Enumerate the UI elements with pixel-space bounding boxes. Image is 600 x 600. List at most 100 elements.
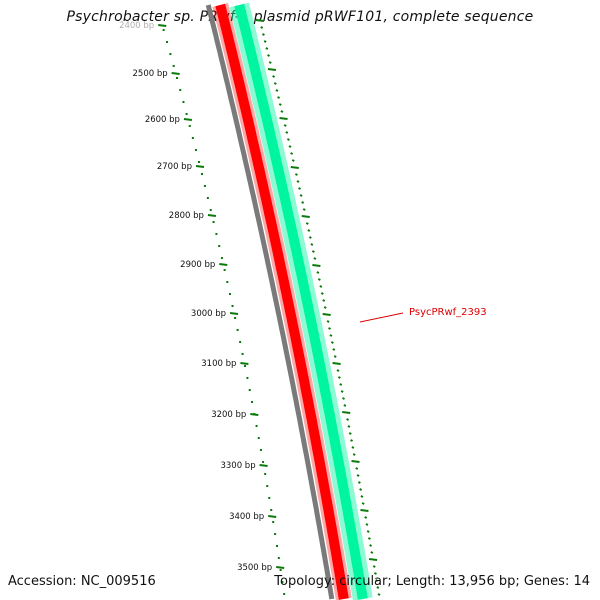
outer-track-dash	[273, 82, 277, 85]
outer-track-dash	[348, 432, 352, 435]
outer-track-dash	[323, 306, 327, 309]
outer-track-dash	[339, 383, 343, 386]
outer-track-dash	[326, 320, 330, 323]
outer-track-dash	[352, 453, 356, 456]
ruler-tick-label: 2500 bp	[133, 69, 168, 79]
ruler-tick-label: 3300 bp	[220, 461, 255, 471]
ruler-dot	[185, 113, 188, 115]
outer-track-dash	[370, 551, 374, 554]
outer-track-dash	[290, 166, 299, 169]
outer-track-dash	[296, 180, 300, 183]
ruler-dot	[248, 389, 251, 391]
ruler-tick-label: 3100 bp	[201, 359, 236, 369]
outer-track-dash	[275, 89, 279, 92]
outer-track-dash	[372, 565, 376, 568]
ruler-major-tick	[259, 464, 268, 467]
ruler-dot	[194, 149, 197, 151]
ruler-major-tick	[158, 24, 167, 27]
ruler-dot	[226, 281, 229, 283]
outer-track-dash	[332, 362, 341, 365]
outer-track-dash	[316, 271, 320, 274]
ruler-tick-label: 3000 bp	[191, 309, 226, 319]
ruler-major-tick	[171, 72, 180, 75]
ruler-dot	[197, 161, 200, 163]
ruler-dot	[228, 293, 231, 295]
outer-track-dash	[288, 145, 292, 148]
outer-track-dash	[263, 40, 267, 43]
ruler-major-tick	[195, 165, 205, 168]
outer-track-dash	[279, 117, 288, 120]
ruler-dot	[262, 461, 265, 463]
outer-track-dash	[260, 26, 264, 29]
outer-track-dash	[310, 243, 314, 246]
ruler-dot	[281, 581, 284, 583]
ruler-dot	[220, 257, 223, 259]
ruler-dot	[257, 437, 260, 439]
outer-track-dash	[367, 537, 371, 540]
outer-track-dash	[355, 467, 359, 470]
outer-track-dash	[369, 544, 373, 547]
outer-track-dash	[317, 278, 321, 281]
ruler-dot	[212, 221, 215, 223]
outer-track-dash	[342, 411, 351, 414]
outer-track-dash	[302, 208, 306, 211]
outer-track-dash	[285, 131, 289, 134]
outer-track-dash	[368, 558, 378, 561]
outer-track-dash	[329, 334, 333, 337]
outer-track-dash	[322, 313, 331, 316]
outer-track-dash	[313, 257, 317, 260]
ruler-major-tick	[207, 214, 217, 217]
ruler-labels: 2400 bp 2500 bp 2600 bp 2700 bp 2800 bp 2900 …	[119, 21, 272, 573]
outer-track-dash	[361, 502, 365, 505]
ruler-major-tick	[229, 312, 239, 315]
outer-track-dash	[375, 579, 379, 582]
outer-track-dash	[255, 19, 265, 22]
backbone-track	[205, 4, 335, 600]
gene-label-leader	[359, 312, 404, 323]
ruler-tick-label: 3500 bp	[237, 563, 272, 573]
ruler-tick-label: 2700 bp	[157, 162, 192, 172]
outer-track-dash	[311, 250, 315, 253]
outer-track-dash	[265, 47, 269, 50]
forward-cds-feature[interactable]	[215, 3, 349, 600]
ruler-major-tick	[268, 515, 277, 518]
ruler-dot	[264, 473, 267, 475]
outer-track-dash	[307, 229, 311, 232]
ruler-dot	[209, 209, 212, 211]
topology-summary: Topology: circular; Length: 13,956 bp; G…	[274, 574, 590, 589]
ruler-dot	[246, 377, 249, 379]
outer-track-dash	[268, 61, 272, 64]
ruler-ticks	[158, 24, 285, 569]
ruler-dot	[274, 533, 277, 535]
outer-track-dash	[347, 425, 351, 428]
outer-track-dash	[333, 355, 337, 358]
ruler-dot	[203, 185, 206, 187]
outer-track-dash	[267, 54, 270, 57]
outer-track-dash	[261, 33, 265, 36]
reverse-cds-feature[interactable]	[234, 3, 368, 600]
outer-track-dash	[330, 341, 334, 344]
outer-track-dash	[319, 285, 323, 288]
gene-label-psycprwf-2393[interactable]: PsycPRwf_2393	[409, 307, 487, 318]
ruler-dot	[200, 173, 203, 175]
outer-track-dash	[301, 201, 305, 204]
ruler-tick-label: 3400 bp	[229, 512, 264, 522]
ruler-dot	[169, 53, 172, 55]
outer-track-dash	[294, 173, 298, 176]
outer-track-dash	[357, 481, 361, 484]
outer-track-dash	[364, 516, 368, 519]
ruler-dot	[182, 101, 185, 103]
outer-track-dash	[343, 404, 347, 407]
outer-track-dash	[328, 327, 331, 330]
outer-track-dash	[376, 586, 380, 589]
outer-track-dash	[299, 194, 303, 197]
ruler-dot	[179, 89, 182, 91]
outer-track-dash	[277, 96, 281, 99]
ruler-major-tick	[219, 263, 228, 266]
ruler-dot	[270, 509, 273, 511]
ruler-dot	[283, 593, 286, 595]
outer-track-dash	[290, 152, 294, 155]
ruler-dot	[234, 317, 237, 319]
ruler-dot	[277, 557, 280, 559]
outer-track-dash	[374, 572, 377, 575]
